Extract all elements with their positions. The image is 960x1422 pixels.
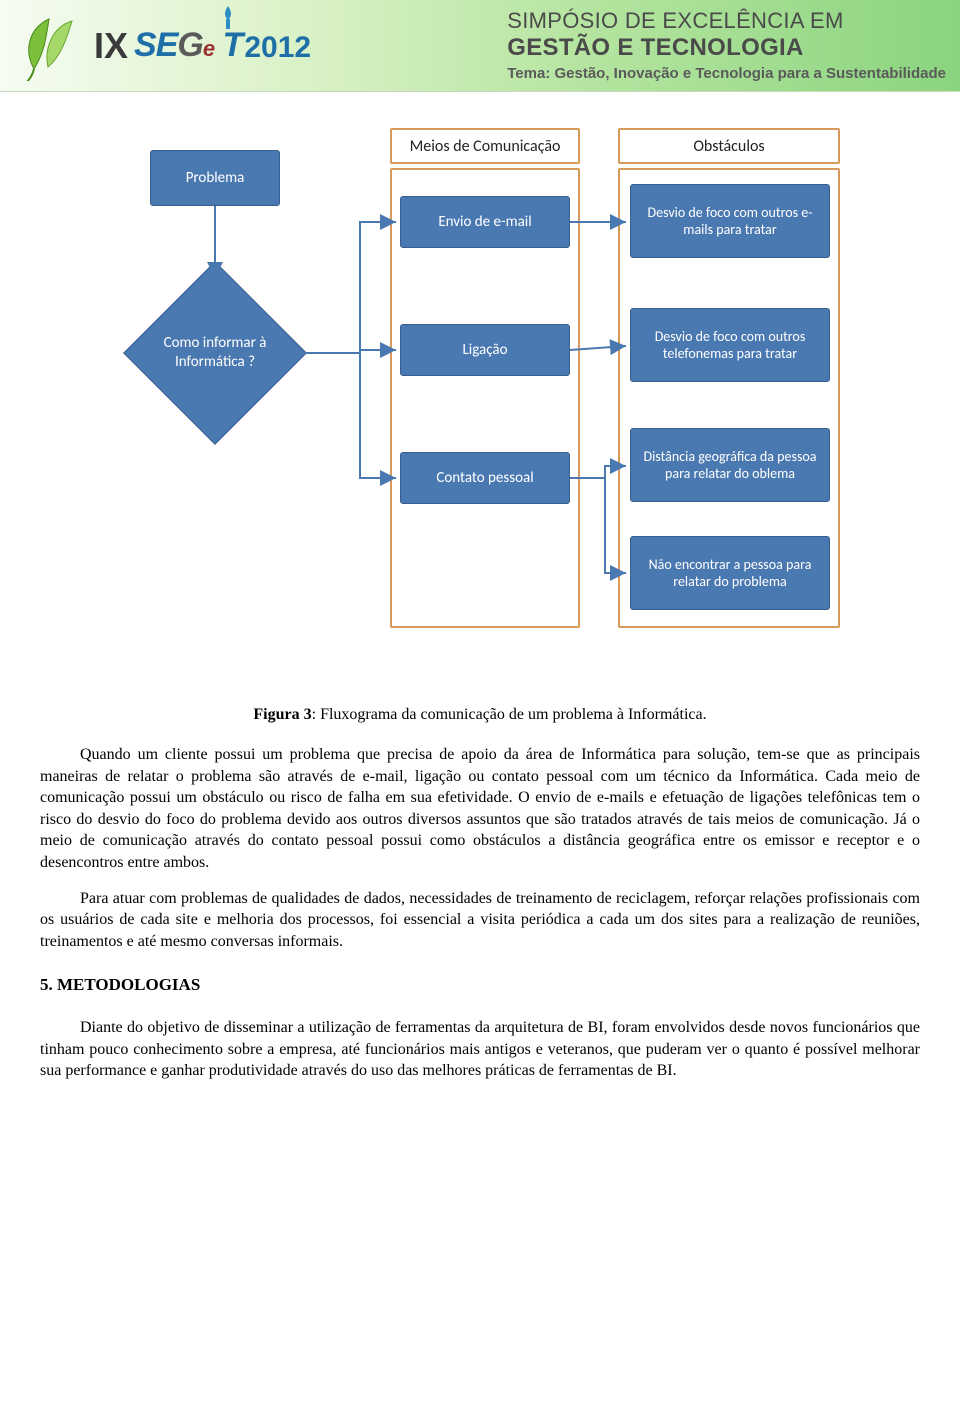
flowchart: Meios de Comunicação Obstáculos Problema… [110,128,850,688]
banner-topic: Tema: Gestão, Inovação e Tecnologia para… [507,65,946,82]
node-obs-nao: Não encontrar a pessoa para relatar do p… [630,536,830,610]
seget-t: T [214,26,242,64]
node-obs-fone: Desvio de foco com outros telefonemas pa… [630,308,830,382]
figure-caption-bold: Figura 3 [253,706,311,723]
edition-roman: IX [94,25,128,67]
article-body: Quando um cliente possui um problema que… [40,744,920,1082]
node-decision: Como informar à Informática ? [145,283,285,423]
event-banner: IX SEGe T 2012 SIMPÓSIO DE EXCELÊNCIA EM… [0,0,960,92]
banner-title-line2: GESTÃO E TECNOLOGIA [507,34,946,62]
seget-logo: SEGe T 2012 [134,26,311,65]
group-header-meios: Meios de Comunicação [390,128,580,164]
event-year: 2012 [244,31,311,65]
seget-e2: e [203,36,214,61]
seget-s: S [134,26,156,64]
banner-titles: SIMPÓSIO DE EXCELÊNCIA EM GESTÃO E TECNO… [507,8,946,82]
seget-g: G [177,26,202,64]
section-heading: 5. METODOLOGIAS [40,974,920,997]
node-email: Envio de e-mail [400,196,570,248]
banner-title-line1: SIMPÓSIO DE EXCELÊNCIA EM [507,8,946,33]
node-problema: Problema [150,150,280,206]
paragraph-1: Quando um cliente possui um problema que… [40,744,920,874]
node-ligacao: Ligação [400,324,570,376]
paragraph-2: Para atuar com problemas de qualidades d… [40,888,920,953]
node-obs-dist: Distância geográfica da pessoa para rela… [630,428,830,502]
figure-caption-rest: : Fluxograma da comunicação de um proble… [312,706,707,723]
paragraph-3: Diante do objetivo de disseminar a utili… [40,1017,920,1082]
group-header-obstaculos: Obstáculos [618,128,840,164]
seget-e1: E [156,26,178,64]
node-contato: Contato pessoal [400,452,570,504]
leaf-icon [14,11,84,81]
torch-icon [218,4,238,32]
figure-caption: Figura 3: Fluxograma da comunicação de u… [0,706,960,724]
node-obs-email: Desvio de foco com outros e-mails para t… [630,184,830,258]
